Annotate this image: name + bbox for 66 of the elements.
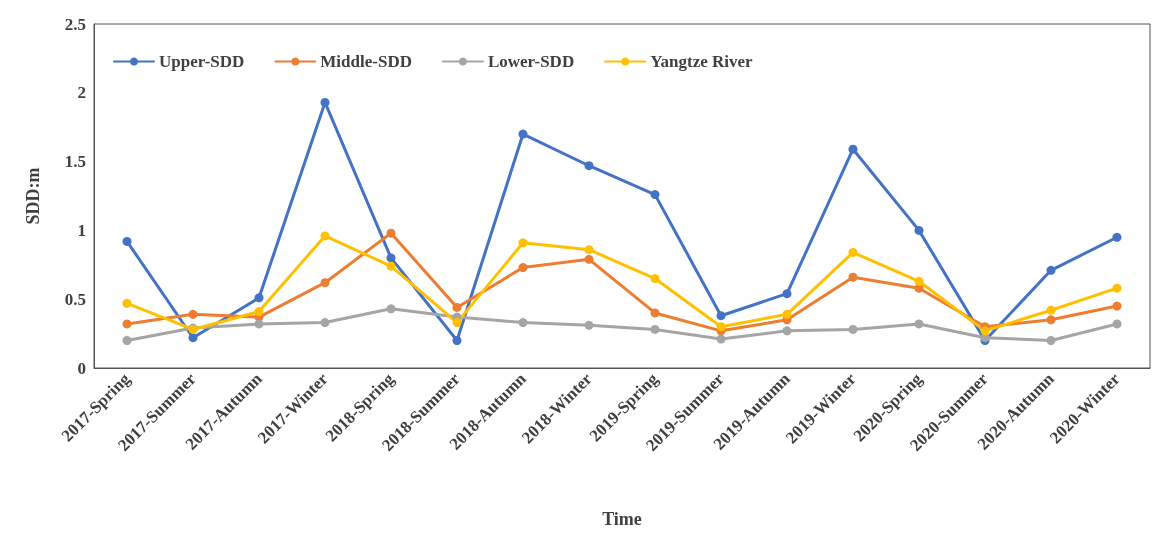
point [650,190,660,200]
point [1112,301,1122,311]
legend-label: Lower-SDD [487,52,575,71]
legend-label: Upper-SDD [159,52,245,71]
point [320,231,330,241]
point [254,307,264,317]
point [320,97,330,107]
point [650,308,660,318]
point [254,293,264,303]
point [320,318,330,328]
x-axis-title: Time [602,509,642,529]
point [914,276,924,286]
point [386,261,396,271]
point [848,247,858,257]
point [1046,305,1056,315]
point [518,263,528,273]
point [782,309,792,319]
point [452,335,462,345]
point [386,304,396,314]
point [254,319,264,329]
point [122,335,132,345]
point [716,322,726,332]
y-tick-label: 1.5 [64,152,86,172]
point [914,319,924,329]
point [584,245,594,255]
y-tick-label: 2.5 [64,14,86,34]
point [188,309,198,319]
point [1046,265,1056,275]
point [650,324,660,334]
point [980,326,990,336]
point [1112,319,1122,329]
point [122,236,132,246]
point [584,254,594,264]
point [122,319,132,329]
point [650,274,660,284]
point [518,238,528,248]
point [1046,315,1056,325]
point [848,324,858,334]
point [716,334,726,344]
point [518,318,528,328]
y-tick-label: 0 [77,358,86,378]
point [386,253,396,263]
point [782,326,792,336]
point [122,298,132,308]
point [584,161,594,171]
point [716,311,726,321]
point [518,129,528,139]
point [914,225,924,235]
legend-label: Yangtze River [650,52,754,71]
point [452,318,462,328]
point [1046,335,1056,345]
point [1112,283,1122,293]
y-axis-title: SDD:m [23,167,43,225]
y-tick-label: 1 [77,220,86,240]
point [386,228,396,238]
point [452,302,462,312]
point [848,144,858,154]
point [188,333,198,343]
legend-label: Middle-SDD [320,52,412,71]
y-tick-label: 2 [77,83,86,103]
point [320,278,330,288]
point [782,289,792,299]
point [1112,232,1122,242]
y-tick-label: 0.5 [64,289,86,309]
point [584,320,594,330]
point [848,272,858,282]
